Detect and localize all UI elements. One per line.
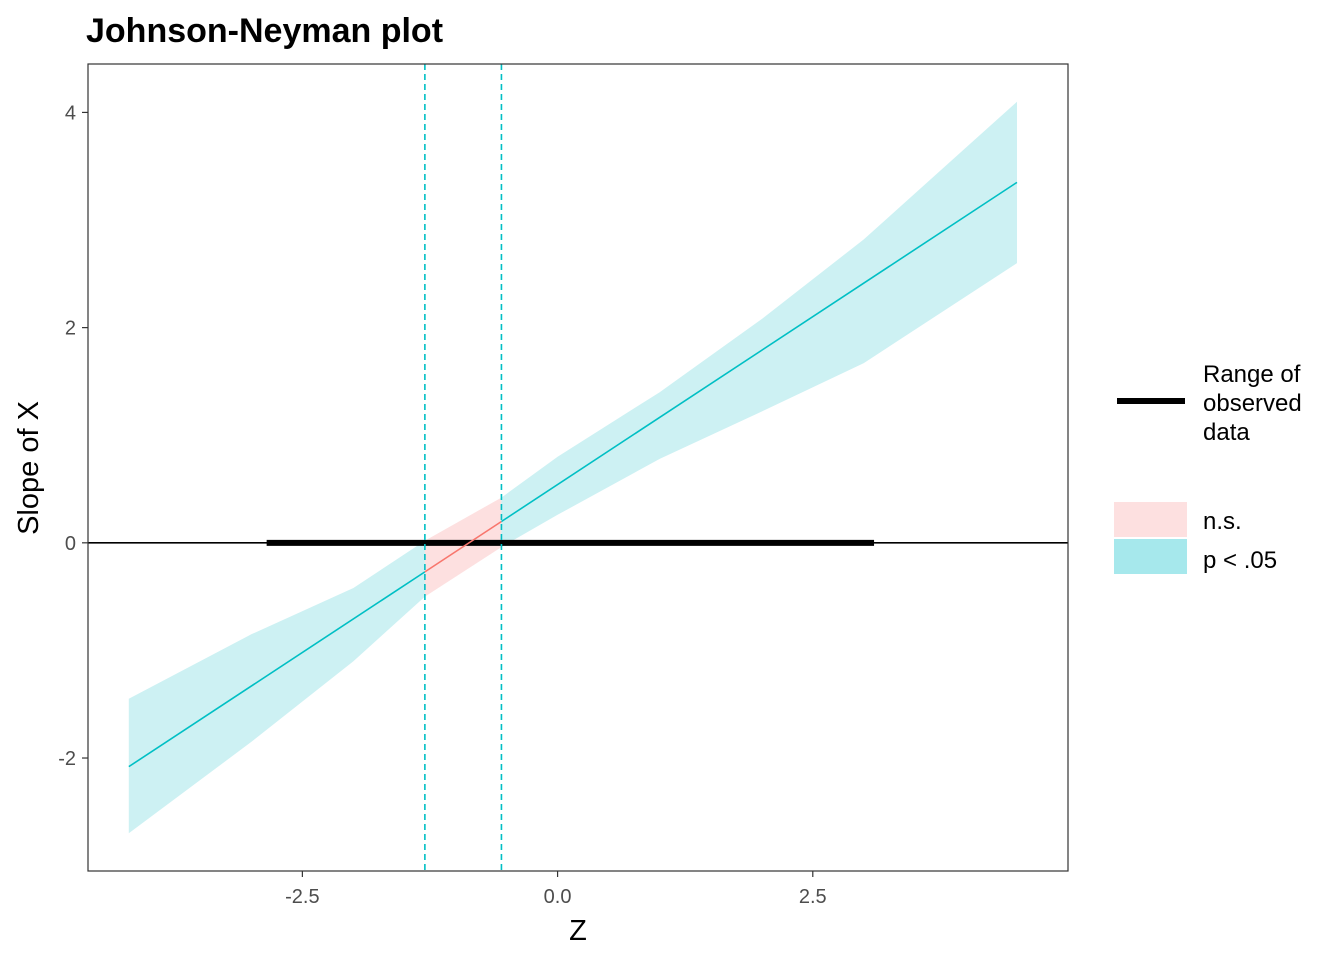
y-tick-label: 0 — [65, 533, 76, 555]
x-tick-label: 0.0 — [544, 886, 572, 908]
panel-border — [87, 63, 1069, 872]
x-tick-label: 2.5 — [799, 886, 827, 908]
y-axis: -2 0 2 4 — [58, 102, 88, 770]
legend-sig-swatch — [1114, 539, 1187, 574]
y-tick-label: 4 — [65, 102, 76, 124]
x-axis: -2.5 0.0 2.5 — [285, 871, 827, 908]
slope-line-significant-right — [500, 181, 1018, 523]
legend-ns-swatch — [1114, 502, 1187, 537]
legend: Range of observed data n.s. p < .05 — [1114, 361, 1302, 574]
plot-area — [88, 64, 1068, 871]
slope-line-significant-left — [128, 571, 426, 768]
y-tick-label: 2 — [65, 318, 76, 340]
slope-line-not-significant — [424, 520, 502, 573]
y-tick-label: -2 — [58, 748, 76, 770]
chart-title: Johnson-Neyman plot — [86, 12, 443, 50]
legend-sig-label: p < .05 — [1203, 547, 1277, 574]
x-tick-label: -2.5 — [285, 886, 319, 908]
legend-range-label-line-2: observed — [1203, 390, 1302, 417]
band-significant-right — [501, 101, 1017, 548]
band-significant-left — [128, 540, 425, 834]
legend-range-label-line-3: data — [1203, 419, 1250, 446]
legend-range-label-line-1: Range of — [1203, 361, 1301, 388]
legend-ns-label: n.s. — [1203, 508, 1242, 535]
y-axis-title: Slope of X — [13, 401, 45, 535]
x-axis-title: Z — [569, 915, 587, 947]
